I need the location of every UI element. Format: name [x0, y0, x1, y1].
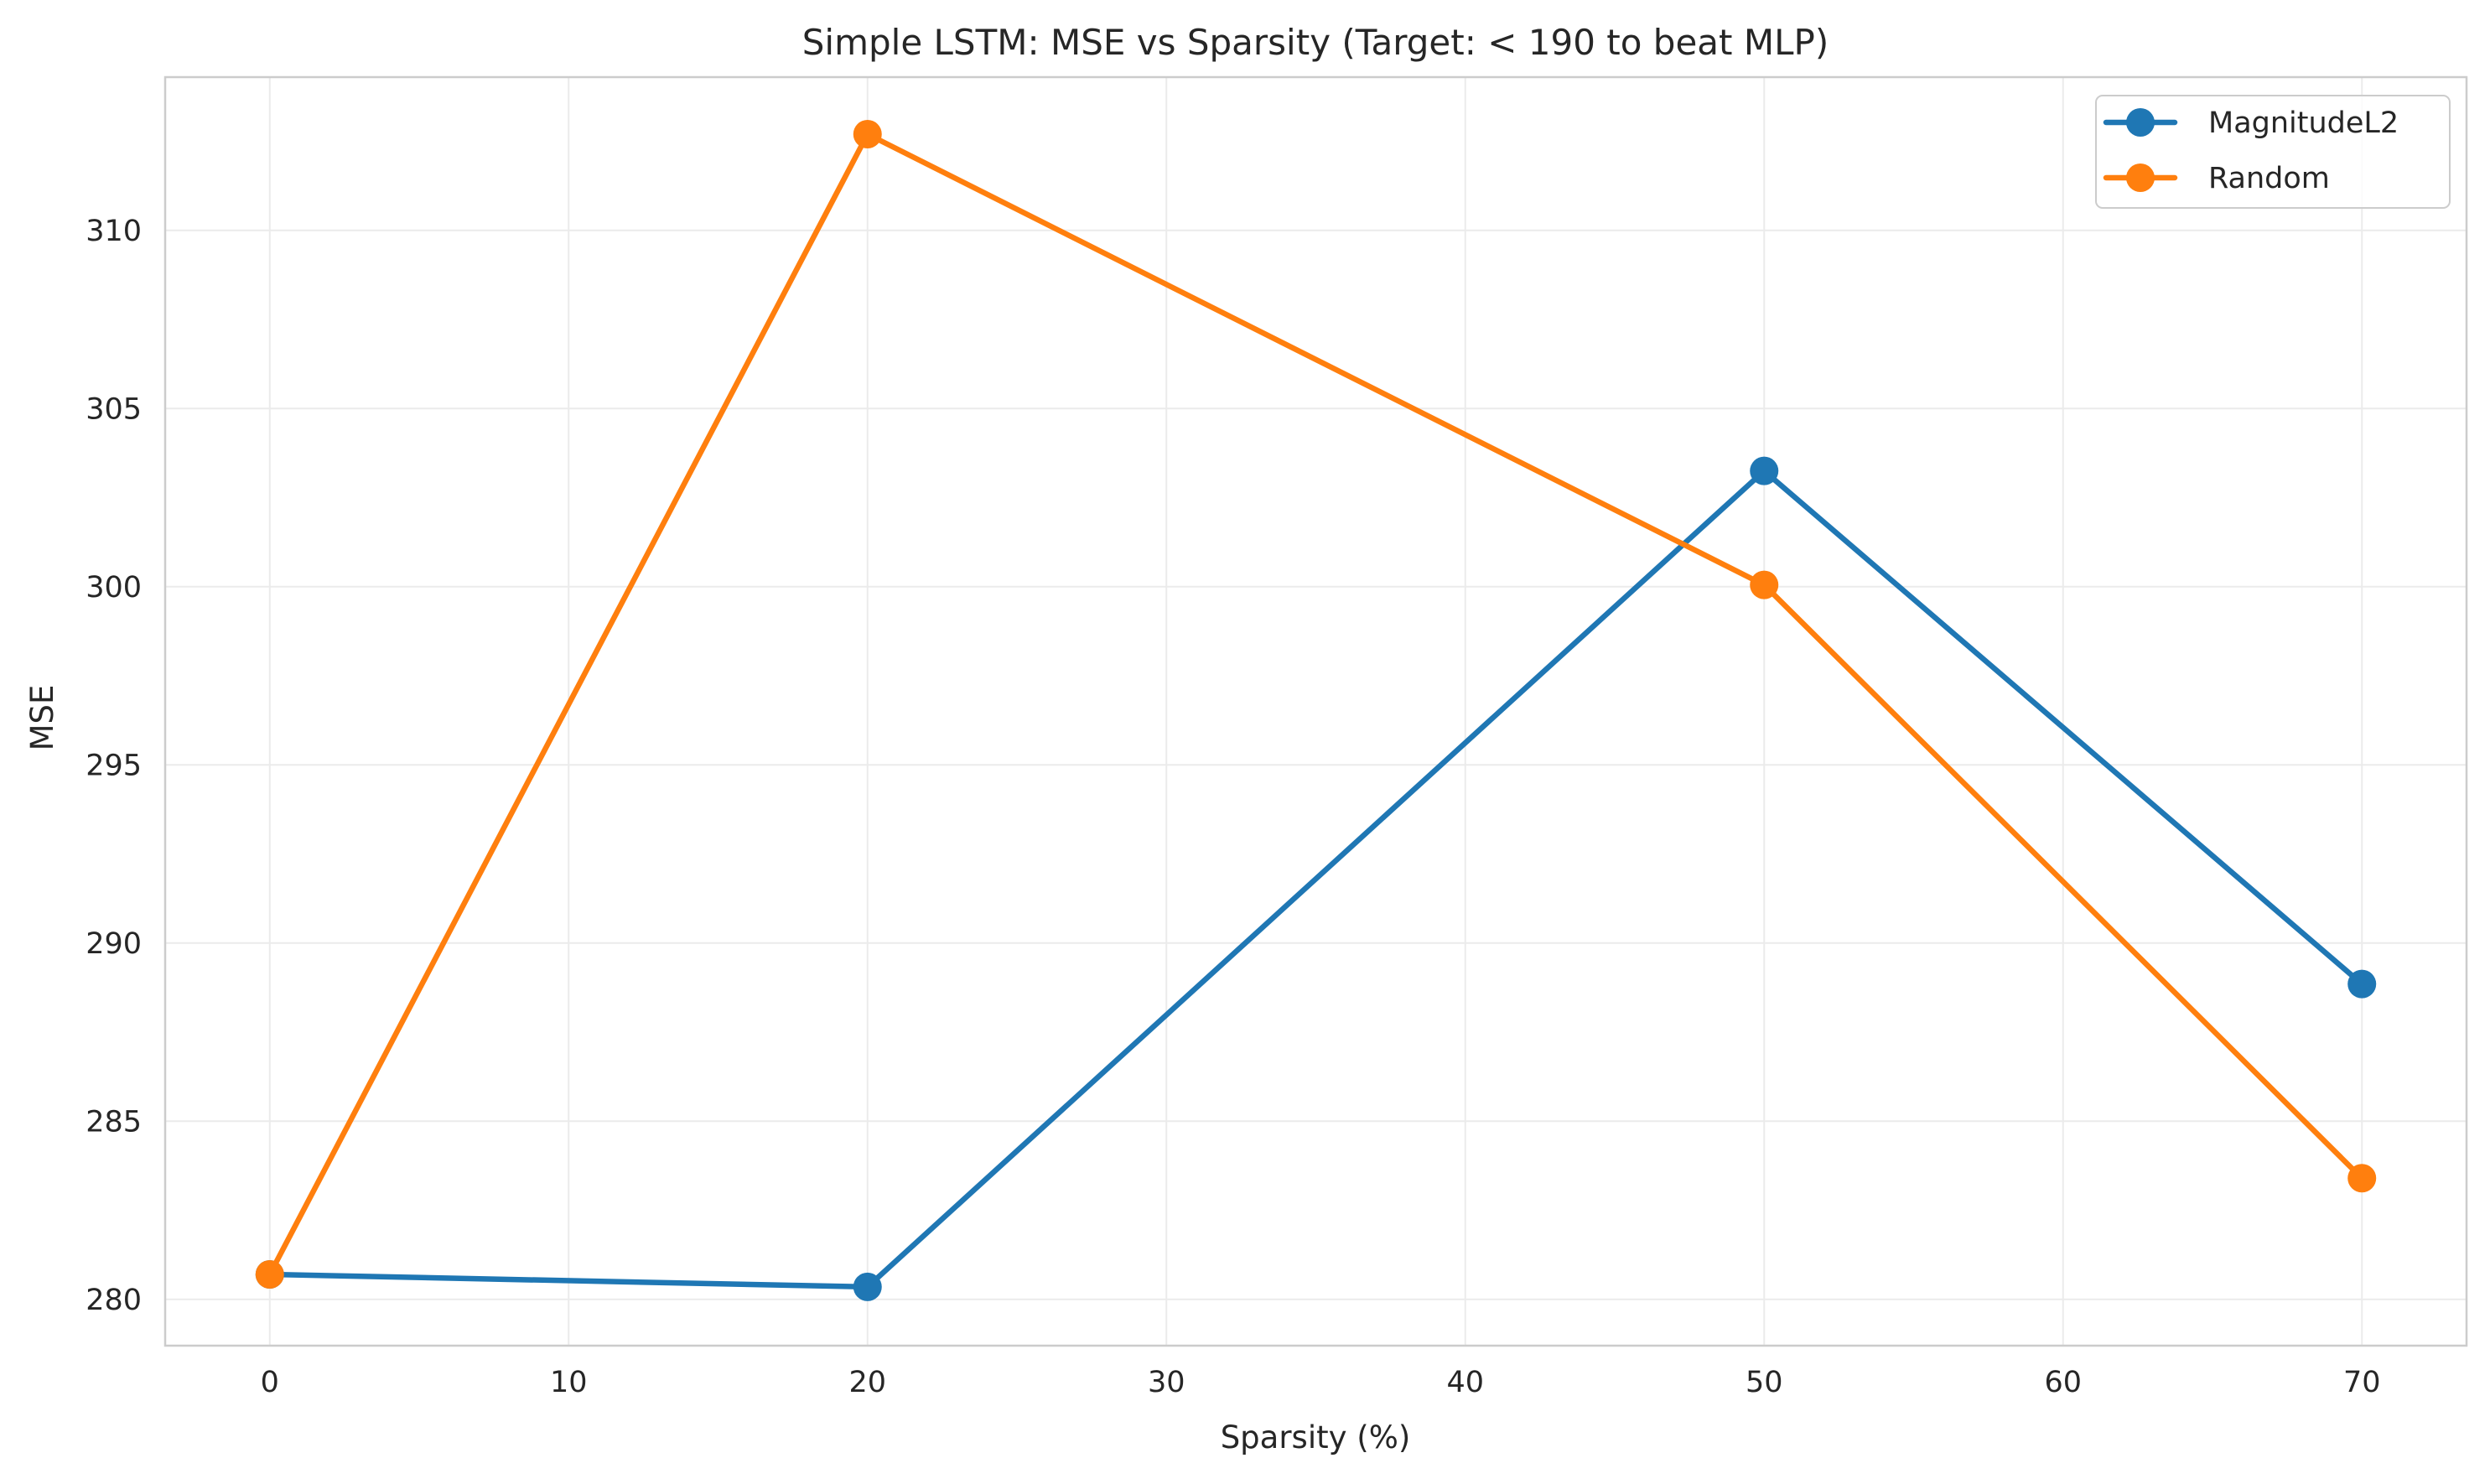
legend-box [2095, 95, 2451, 209]
data-point-random [2347, 1164, 2377, 1193]
x-tick-label: 0 [261, 1366, 279, 1399]
data-point-random [255, 1260, 284, 1289]
chart-title: Simple LSTM: MSE vs Sparsity (Target: < … [802, 22, 1829, 63]
series-line-random [267, 131, 2365, 1278]
y-tick-label: 310 [86, 215, 142, 248]
plot-area-frame [163, 75, 2468, 1347]
legend-label-random: Random [2208, 162, 2330, 195]
legend-item-random: Random [2103, 162, 2330, 195]
y-tick-label: 285 [86, 1105, 142, 1139]
series-line-magnitudel2 [267, 468, 2365, 1290]
x-tick-label: 30 [1148, 1366, 1185, 1399]
x-tick-label: 40 [1446, 1366, 1484, 1399]
data-point-random [853, 120, 882, 148]
x-tick-label: 60 [2044, 1366, 2082, 1399]
y-tick-label: 305 [86, 392, 142, 426]
x-tick-label: 50 [1746, 1366, 1783, 1399]
y-tick-label: 300 [86, 571, 142, 604]
series-layer [255, 120, 2377, 1301]
x-tick-label: 20 [848, 1366, 886, 1399]
legend: MagnitudeL2 Random [2095, 95, 2451, 209]
legend-marker-random [2126, 163, 2155, 192]
x-tick-label: 10 [550, 1366, 588, 1399]
legend-marker-magnitudel2 [2126, 108, 2155, 137]
x-axis-label: Sparsity (%) [1221, 1419, 1411, 1455]
grid [165, 77, 2467, 1346]
legend-item-magnitudel2: MagnitudeL2 [2103, 106, 2399, 140]
series-random [255, 120, 2377, 1289]
data-point-magnitudel2 [2347, 969, 2377, 999]
x-tick-label: 70 [2343, 1366, 2381, 1399]
y-tick-label: 280 [86, 1284, 142, 1317]
y-tick-label: 290 [86, 927, 142, 961]
data-point-magnitudel2 [1750, 456, 1779, 485]
legend-label-magnitudel2: MagnitudeL2 [2208, 106, 2399, 140]
y-axis-label: MSE [24, 685, 60, 751]
axis-ticks: 0 10 20 30 40 50 60 70 280 285 290 295 300 305 310 [86, 215, 2380, 1399]
data-point-magnitudel2 [853, 1272, 882, 1301]
y-tick-label: 295 [86, 749, 142, 782]
data-point-random [1750, 570, 1779, 599]
